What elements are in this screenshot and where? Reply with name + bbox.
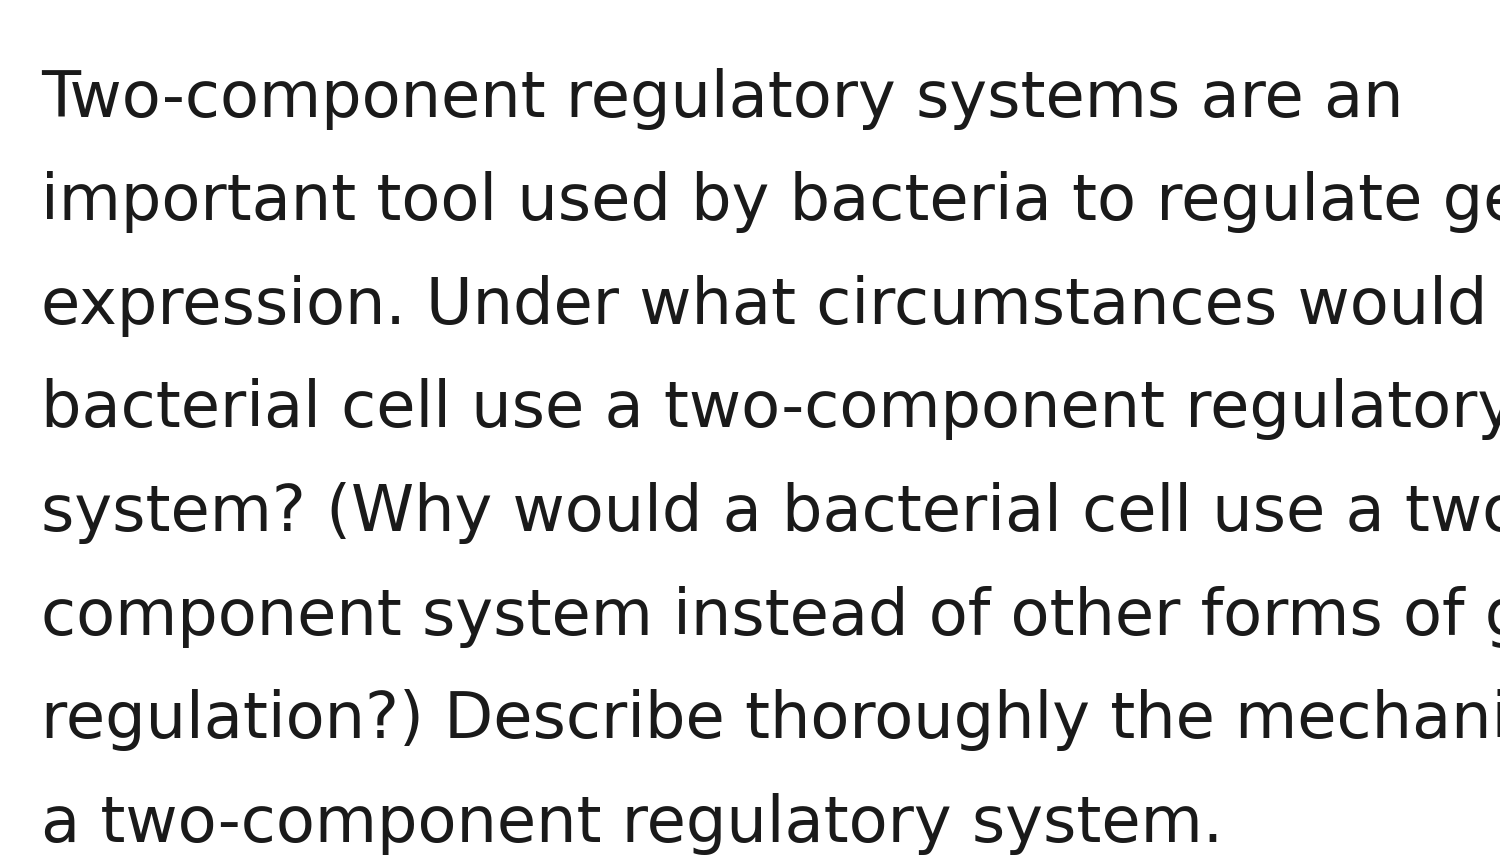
Text: Two-component regulatory systems are an
important tool used by bacteria to regul: Two-component regulatory systems are an … xyxy=(40,67,1500,855)
